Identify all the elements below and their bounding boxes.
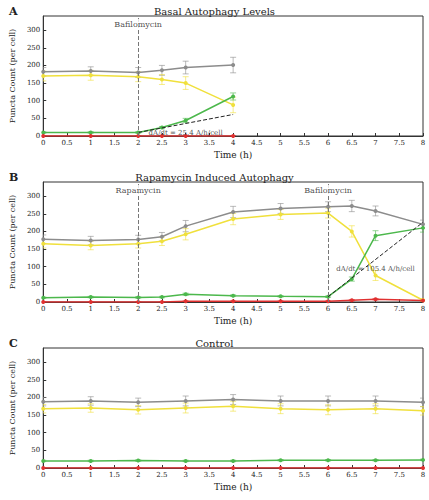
svg-text:1: 1 <box>88 471 92 479</box>
svg-text:4: 4 <box>231 471 236 479</box>
svg-text:dA/dt = 105.4 A/h/cell: dA/dt = 105.4 A/h/cell <box>336 265 415 273</box>
svg-text:0: 0 <box>41 139 45 147</box>
svg-text:1.5: 1.5 <box>109 305 120 313</box>
svg-text:5.5: 5.5 <box>299 305 310 313</box>
svg-text:3.5: 3.5 <box>204 305 215 313</box>
svg-text:100: 100 <box>27 263 40 271</box>
svg-text:8: 8 <box>421 471 425 479</box>
svg-text:6.5: 6.5 <box>346 139 357 147</box>
svg-text:3: 3 <box>183 305 187 313</box>
svg-text:6: 6 <box>326 305 331 313</box>
svg-text:B: B <box>9 171 18 184</box>
svg-text:2.5: 2.5 <box>156 471 167 479</box>
svg-text:50: 50 <box>31 446 40 454</box>
svg-text:7: 7 <box>373 139 377 147</box>
svg-text:6.5: 6.5 <box>346 305 357 313</box>
svg-text:0.5: 0.5 <box>61 471 72 479</box>
svg-text:Puncta Count (per cell): Puncta Count (per cell) <box>8 195 17 290</box>
svg-text:5: 5 <box>278 139 282 147</box>
svg-text:200: 200 <box>27 227 40 235</box>
svg-text:100: 100 <box>27 429 40 437</box>
svg-text:150: 150 <box>27 245 40 253</box>
svg-text:4: 4 <box>231 305 236 313</box>
svg-text:5: 5 <box>278 305 282 313</box>
svg-text:0.5: 0.5 <box>61 305 72 313</box>
svg-text:0: 0 <box>36 132 40 140</box>
svg-text:1: 1 <box>88 305 92 313</box>
svg-text:Time (h): Time (h) <box>214 482 252 492</box>
svg-text:7.5: 7.5 <box>394 471 405 479</box>
svg-text:2.5: 2.5 <box>156 305 167 313</box>
svg-text:2: 2 <box>136 471 140 479</box>
svg-text:6.5: 6.5 <box>346 471 357 479</box>
svg-text:150: 150 <box>27 79 40 87</box>
svg-text:100: 100 <box>27 97 40 105</box>
svg-text:3.5: 3.5 <box>204 139 215 147</box>
svg-text:5.5: 5.5 <box>299 139 310 147</box>
svg-text:3: 3 <box>183 471 187 479</box>
svg-text:4.5: 4.5 <box>251 305 262 313</box>
svg-text:5: 5 <box>278 471 282 479</box>
svg-text:1.5: 1.5 <box>109 139 120 147</box>
svg-text:8: 8 <box>421 305 425 313</box>
svg-text:0: 0 <box>41 305 45 313</box>
svg-text:Puncta Count (per cell): Puncta Count (per cell) <box>8 29 17 124</box>
svg-text:8: 8 <box>421 139 425 147</box>
svg-text:6: 6 <box>326 139 331 147</box>
svg-text:250: 250 <box>27 376 40 384</box>
svg-text:250: 250 <box>27 210 40 218</box>
svg-text:250: 250 <box>27 44 40 52</box>
svg-text:6: 6 <box>326 471 331 479</box>
svg-text:300: 300 <box>27 192 40 200</box>
svg-text:Basal Autophagy Levels: Basal Autophagy Levels <box>154 6 275 17</box>
svg-text:300: 300 <box>27 358 40 366</box>
svg-text:Rapamycin: Rapamycin <box>116 186 161 195</box>
svg-text:50: 50 <box>31 280 40 288</box>
svg-text:dA/dt = 25.4 A/h/cell: dA/dt = 25.4 A/h/cell <box>149 129 224 137</box>
svg-text:0: 0 <box>41 471 45 479</box>
svg-text:0: 0 <box>36 298 40 306</box>
svg-text:Bafilomycin: Bafilomycin <box>304 186 352 195</box>
svg-text:Time (h): Time (h) <box>214 316 252 326</box>
svg-text:50: 50 <box>31 114 40 122</box>
svg-text:1.5: 1.5 <box>109 471 120 479</box>
svg-text:7.5: 7.5 <box>394 305 405 313</box>
svg-text:0: 0 <box>36 464 40 472</box>
svg-text:Bafilomycin: Bafilomycin <box>114 20 162 29</box>
svg-text:7.5: 7.5 <box>394 139 405 147</box>
svg-text:1: 1 <box>88 139 92 147</box>
svg-text:Rapamycin Induced Autophagy: Rapamycin Induced Autophagy <box>135 172 294 183</box>
svg-text:4.5: 4.5 <box>251 471 262 479</box>
svg-text:2: 2 <box>136 305 140 313</box>
svg-text:7: 7 <box>373 305 377 313</box>
svg-text:300: 300 <box>27 26 40 34</box>
svg-text:Control: Control <box>195 338 233 349</box>
svg-text:4.5: 4.5 <box>251 139 262 147</box>
svg-text:4: 4 <box>231 139 236 147</box>
svg-text:7: 7 <box>373 471 377 479</box>
svg-text:Time (h): Time (h) <box>214 150 252 160</box>
svg-text:150: 150 <box>27 411 40 419</box>
svg-text:200: 200 <box>27 393 40 401</box>
svg-text:200: 200 <box>27 61 40 69</box>
svg-text:3: 3 <box>183 139 187 147</box>
svg-text:5.5: 5.5 <box>299 471 310 479</box>
svg-text:2.5: 2.5 <box>156 139 167 147</box>
svg-text:2: 2 <box>136 139 140 147</box>
svg-text:3.5: 3.5 <box>204 471 215 479</box>
svg-text:0.5: 0.5 <box>61 139 72 147</box>
svg-text:Puncta Count (per cell): Puncta Count (per cell) <box>8 361 17 456</box>
svg-text:C: C <box>9 337 18 350</box>
svg-text:A: A <box>8 5 18 18</box>
